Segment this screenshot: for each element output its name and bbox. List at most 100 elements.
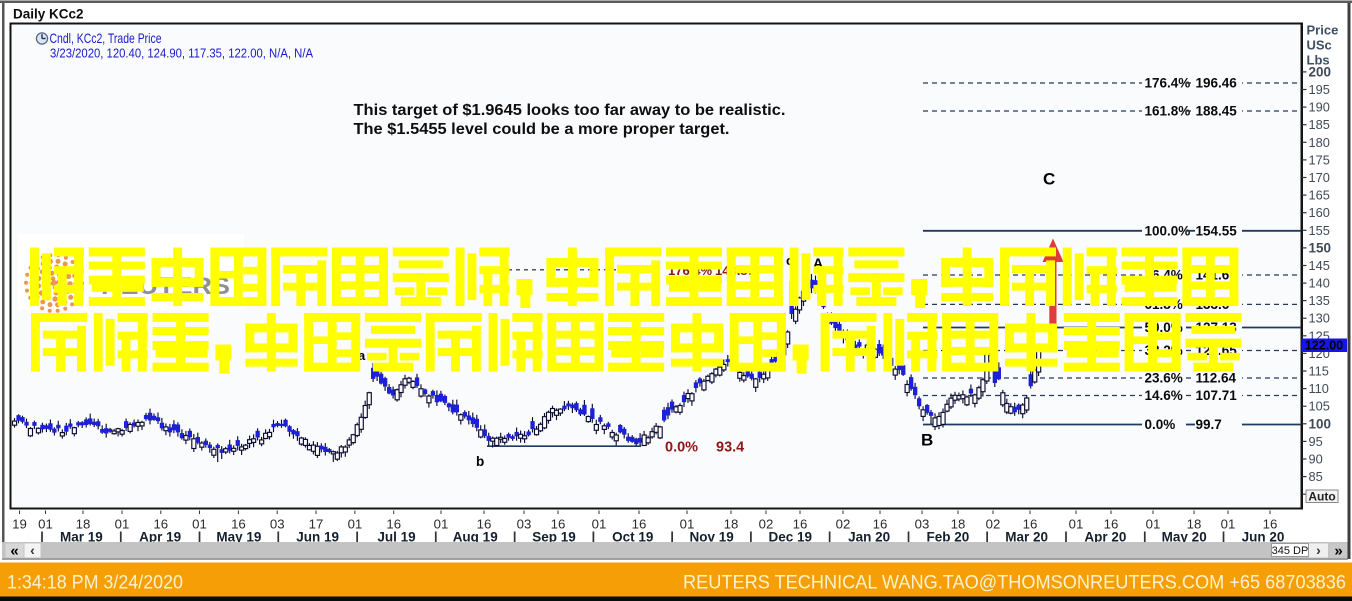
- svg-text:Oct 19: Oct 19: [612, 530, 653, 545]
- svg-text:140: 140: [1309, 276, 1330, 291]
- svg-text:|: |: [355, 530, 359, 545]
- svg-text:Jun 20: Jun 20: [1242, 530, 1285, 545]
- svg-text:|: |: [276, 530, 280, 545]
- svg-text:16: 16: [231, 517, 246, 532]
- svg-text:B: B: [921, 431, 933, 450]
- svg-text:Dec 19: Dec 19: [769, 530, 813, 545]
- svg-text:|: |: [592, 530, 596, 545]
- svg-text:Daily KCc2: Daily KCc2: [13, 7, 84, 22]
- svg-text:175: 175: [1309, 152, 1330, 167]
- svg-text:Nov 19: Nov 19: [689, 530, 733, 545]
- svg-text:16: 16: [873, 517, 888, 532]
- svg-text:170: 170: [1309, 170, 1330, 185]
- svg-text:110: 110: [1309, 381, 1329, 396]
- svg-text:May 19: May 19: [216, 530, 261, 545]
- svg-text:03: 03: [915, 517, 930, 532]
- svg-text:19: 19: [12, 517, 27, 532]
- svg-text:‹: ‹: [30, 542, 35, 558]
- svg-text:02: 02: [836, 517, 851, 532]
- svg-text:18: 18: [951, 517, 966, 532]
- svg-text:|: |: [198, 530, 202, 545]
- svg-text:135: 135: [1309, 293, 1330, 308]
- svg-text:18: 18: [724, 517, 739, 532]
- svg-text:01: 01: [592, 517, 607, 532]
- svg-text:|: |: [907, 530, 911, 545]
- svg-text:REUTERS TECHNICAL WANG.TAO@TH: REUTERS TECHNICAL WANG.TAO@THOMSONREUTER…: [683, 573, 1346, 594]
- svg-text:|: |: [1064, 530, 1068, 545]
- svg-text:Price: Price: [1307, 23, 1339, 38]
- svg-text:95: 95: [1309, 434, 1323, 449]
- svg-text:16: 16: [632, 517, 647, 532]
- svg-text:16: 16: [1104, 517, 1119, 532]
- svg-text:Jan 20: Jan 20: [848, 530, 890, 545]
- svg-text:This target of $1.9645 looks t: This target of $1.9645 looks too far awa…: [354, 102, 786, 119]
- svg-text:100: 100: [1309, 416, 1332, 431]
- svg-text:195: 195: [1309, 82, 1330, 97]
- svg-text:90: 90: [1309, 452, 1323, 467]
- svg-text:112.64: 112.64: [1196, 371, 1237, 386]
- svg-text:May 20: May 20: [1162, 530, 1207, 545]
- svg-text:100.0%: 100.0%: [1145, 223, 1191, 238]
- svg-text:85: 85: [1309, 469, 1323, 484]
- svg-text:23.6%: 23.6%: [1145, 371, 1183, 386]
- svg-text:3/23/2020, 120.40, 124.90, 117: 3/23/2020, 120.40, 124.90, 117.35, 122.0…: [50, 46, 313, 61]
- svg-text:Mar 20: Mar 20: [1005, 530, 1048, 545]
- svg-text:Aug 19: Aug 19: [453, 530, 498, 545]
- svg-text:160: 160: [1309, 205, 1330, 220]
- svg-text:a: a: [358, 348, 366, 363]
- svg-text:122.00: 122.00: [1305, 339, 1343, 353]
- svg-text:01: 01: [115, 517, 130, 532]
- svg-text:b: b: [476, 454, 484, 469]
- svg-text:01: 01: [1146, 517, 1161, 532]
- svg-text:345 DP: 345 DP: [1272, 545, 1309, 557]
- svg-text:01: 01: [1069, 517, 1084, 532]
- svg-text:105: 105: [1309, 399, 1330, 414]
- svg-text:16: 16: [386, 517, 401, 532]
- svg-text:Sep 19: Sep 19: [532, 530, 576, 545]
- svg-text:›: ›: [1316, 542, 1321, 558]
- svg-text:165: 165: [1309, 188, 1330, 203]
- svg-text:188.45: 188.45: [1196, 104, 1238, 119]
- svg-text:93.4: 93.4: [716, 439, 744, 455]
- svg-text:Jul 19: Jul 19: [377, 530, 415, 545]
- svg-text:16: 16: [793, 517, 808, 532]
- svg-text:150: 150: [1309, 240, 1332, 255]
- svg-text:Apr 19: Apr 19: [139, 530, 181, 545]
- svg-text:Feb 20: Feb 20: [927, 530, 970, 545]
- svg-text:16: 16: [1023, 517, 1038, 532]
- svg-text:176.4%: 176.4%: [1145, 76, 1191, 91]
- svg-text:107.71: 107.71: [1196, 388, 1238, 403]
- svg-text:Cndl, KCc2, Trade Price: Cndl, KCc2, Trade Price: [50, 31, 162, 46]
- svg-text:0.0%: 0.0%: [1145, 417, 1176, 432]
- svg-text:14.6%: 14.6%: [1145, 388, 1183, 403]
- svg-text:|: |: [40, 530, 44, 545]
- svg-text:02: 02: [986, 517, 1001, 532]
- svg-text:145: 145: [1309, 258, 1330, 273]
- svg-text:1:34:18 PM 3/24/2020: 1:34:18 PM 3/24/2020: [7, 573, 183, 594]
- svg-text:99.7: 99.7: [1196, 417, 1222, 432]
- svg-text:01: 01: [434, 517, 449, 532]
- svg-text:|: |: [434, 530, 438, 545]
- svg-text:190: 190: [1309, 100, 1330, 115]
- svg-text:01: 01: [348, 517, 363, 532]
- svg-text:03: 03: [270, 517, 285, 532]
- svg-text:|: |: [670, 530, 674, 545]
- svg-text:02: 02: [759, 517, 774, 532]
- svg-text:|: |: [119, 530, 123, 545]
- svg-text:16: 16: [153, 517, 168, 532]
- svg-text:155: 155: [1309, 223, 1330, 238]
- svg-text:Auto: Auto: [1308, 490, 1335, 504]
- svg-text:|: |: [1222, 530, 1226, 545]
- svg-text:|: |: [749, 530, 753, 545]
- svg-text:|: |: [513, 530, 517, 545]
- svg-text:18: 18: [1187, 517, 1202, 532]
- svg-text:161.8%: 161.8%: [1145, 104, 1191, 119]
- svg-text:01: 01: [192, 517, 207, 532]
- svg-text:17: 17: [309, 517, 324, 532]
- svg-text:185: 185: [1309, 117, 1330, 132]
- svg-text:16: 16: [551, 517, 566, 532]
- svg-text:200: 200: [1309, 64, 1332, 79]
- svg-text:01: 01: [38, 517, 53, 532]
- svg-text:|: |: [1143, 530, 1147, 545]
- svg-text:Lbs: Lbs: [1307, 53, 1330, 68]
